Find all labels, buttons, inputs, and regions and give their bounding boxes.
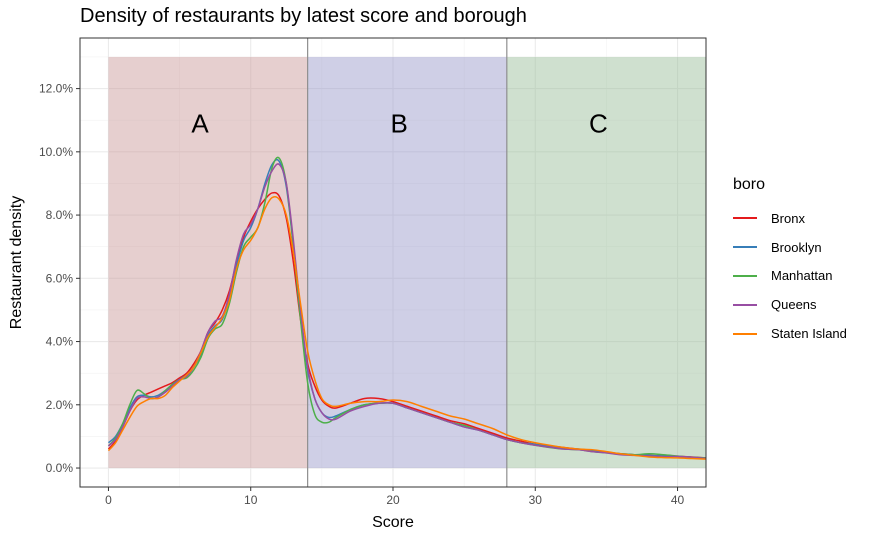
legend-label-bronx: Bronx xyxy=(771,210,805,226)
x-tick-label: 40 xyxy=(671,493,685,507)
region-label-b: B xyxy=(391,108,408,138)
x-tick-label: 10 xyxy=(244,493,258,507)
legend-item-manhattan: Manhattan xyxy=(733,262,847,291)
legend-item-bronx: Bronx xyxy=(733,204,847,233)
y-tick-label: 6.0% xyxy=(46,271,74,285)
series-line-staten-island xyxy=(107,195,706,460)
y-tick-label: 2.0% xyxy=(46,398,74,412)
x-tick-label: 20 xyxy=(386,493,400,507)
legend-item-queens: Queens xyxy=(733,290,847,319)
legend-label-queens: Queens xyxy=(771,297,817,313)
legend-key-queens xyxy=(733,303,757,306)
legend-label-staten-island: Staten Island xyxy=(771,326,847,342)
y-tick-label: 4.0% xyxy=(46,335,74,349)
legend-label-brooklyn: Brooklyn xyxy=(771,239,822,255)
legend-key-staten-island xyxy=(733,332,757,335)
chart-title: Density of restaurants by latest score a… xyxy=(80,5,527,27)
legend-key-manhattan xyxy=(733,274,757,277)
y-tick-label: 0.0% xyxy=(46,461,74,475)
y-tick-label: 12.0% xyxy=(39,82,73,96)
x-tick-label: 30 xyxy=(529,493,543,507)
legend-item-brooklyn: Brooklyn xyxy=(733,233,847,262)
legend: boro Bronx Brooklyn Manhattan Queens Staten … xyxy=(733,176,847,348)
y-tick-label: 8.0% xyxy=(46,208,74,222)
y-tick-label: 10.0% xyxy=(39,145,73,159)
legend-key-bronx xyxy=(733,217,757,220)
series-line-queens xyxy=(107,163,706,460)
legend-item-staten-island: Staten Island xyxy=(733,319,847,348)
y-axis-title: Restaurant density xyxy=(8,196,25,329)
legend-title: boro xyxy=(733,176,766,193)
region-b xyxy=(307,56,507,469)
region-c xyxy=(506,56,706,469)
region-label-c: C xyxy=(589,108,608,138)
legend-key-brooklyn xyxy=(733,246,757,249)
region-a xyxy=(108,56,308,469)
x-tick-label: 0 xyxy=(105,493,112,507)
region-label-a: A xyxy=(191,108,209,138)
legend-label-manhattan: Manhattan xyxy=(771,268,833,284)
x-axis-title: Score xyxy=(372,514,414,531)
